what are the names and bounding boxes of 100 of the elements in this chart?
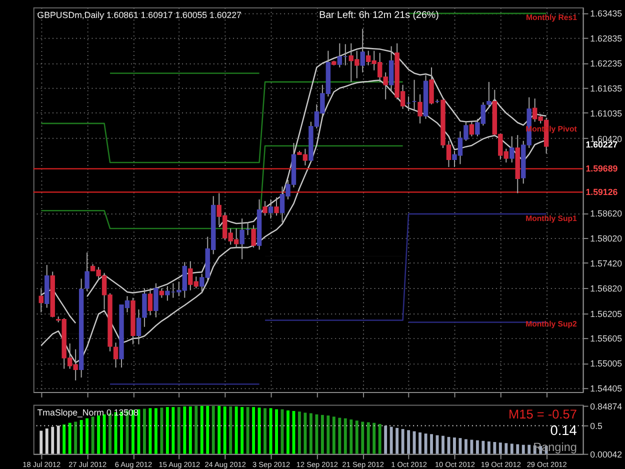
chart-title: GBPUSDm,Daily 1.60861 1.60917 1.60055 1.60227: [37, 10, 242, 20]
bar: [396, 428, 399, 454]
candlestick: [262, 200, 268, 216]
bar: [309, 413, 312, 454]
y-tick-label: 1.54405: [590, 384, 622, 394]
bar: [326, 416, 330, 454]
bar: [430, 434, 433, 454]
bar: [412, 431, 416, 454]
bar: [264, 408, 266, 454]
bar: [246, 407, 250, 454]
y-tick-label: 1.63435: [590, 8, 622, 19]
bar: [384, 426, 388, 454]
bar: [183, 406, 186, 454]
y-tick-label: 1.62235: [590, 58, 622, 68]
bar: [143, 408, 146, 454]
bar: [418, 432, 422, 454]
ref-line-label: 1.59689: [586, 164, 618, 174]
bar: [493, 442, 496, 454]
candlestick: [142, 288, 147, 328]
bar: [177, 407, 180, 454]
bar: [258, 408, 261, 454]
candlestick: [418, 94, 422, 124]
bar: [188, 406, 192, 454]
bar: [194, 406, 198, 454]
candlestick: [510, 136, 514, 163]
bar: [407, 430, 410, 454]
annotation: Monthly Res1: [526, 12, 578, 22]
y-tick-label: 1.57420: [590, 258, 622, 268]
annotation: Bar Left: 6h 12m 21s (26%): [319, 10, 439, 22]
bar: [453, 437, 456, 454]
bar: [320, 414, 324, 454]
y-tick-label: 1.62835: [590, 34, 622, 44]
bar: [366, 422, 370, 454]
bar: [154, 408, 158, 454]
bar: [378, 424, 382, 454]
bar: [223, 406, 226, 454]
bar: [102, 414, 106, 454]
bar: [240, 407, 244, 454]
bar: [315, 414, 318, 454]
bar: [350, 419, 353, 454]
bar: [62, 424, 66, 454]
bar: [40, 430, 43, 454]
y-tick-label: 0.5: [590, 421, 603, 432]
bar: [80, 420, 83, 454]
text: 1.60227: [586, 140, 618, 150]
candlestick: [429, 66, 434, 105]
text: 0.14: [550, 423, 578, 438]
bar: [476, 440, 479, 454]
bar: [86, 418, 89, 454]
bar: [304, 412, 307, 454]
bar: [504, 443, 508, 454]
candlestick: [268, 198, 274, 219]
bar: [275, 409, 278, 454]
bar: [229, 406, 232, 454]
bar: [160, 408, 164, 454]
bar: [498, 442, 502, 454]
candlestick: [486, 81, 492, 109]
bar: [45, 428, 48, 454]
bar: [355, 420, 358, 454]
bar: [372, 422, 376, 454]
bar: [218, 406, 221, 454]
bar: [442, 436, 444, 454]
candlestick: [274, 196, 279, 216]
bar: [522, 444, 525, 454]
bar: [68, 422, 72, 454]
candlestick: [113, 342, 118, 368]
annotation: Monthly Sup1: [526, 214, 578, 223]
candlestick: [38, 288, 44, 313]
bar: [401, 429, 404, 454]
bar: [212, 406, 215, 454]
bar: [286, 410, 290, 454]
bar: [74, 422, 78, 454]
y-tick-label: 1.58020: [590, 233, 622, 244]
bar: [528, 444, 531, 454]
y-tick-label: 0.84874: [590, 401, 622, 412]
bar: [344, 418, 347, 454]
bar: [482, 440, 485, 454]
annotation: Monthly Sup2: [526, 320, 578, 329]
y-tick-label: 1.56820: [590, 283, 622, 294]
bar: [458, 438, 462, 454]
bar: [332, 416, 336, 454]
bar: [97, 416, 100, 454]
bar: [172, 407, 175, 454]
y-tick-label: 1.56205: [590, 308, 622, 319]
bar: [361, 422, 364, 454]
y-tick-label: 0.00042: [590, 449, 622, 460]
bar: [464, 439, 468, 454]
bar: [338, 418, 342, 454]
candlestick: [251, 224, 256, 248]
candlestick: [360, 28, 365, 73]
bar: [470, 440, 474, 454]
bar: [252, 407, 256, 454]
bar: [148, 408, 152, 454]
bar: [510, 444, 514, 454]
bar: [487, 441, 490, 454]
ref-line-label: 1.59126: [586, 187, 618, 198]
bar: [200, 406, 204, 454]
bar: [166, 407, 169, 454]
bar: [206, 406, 210, 454]
candlestick: [240, 218, 244, 260]
